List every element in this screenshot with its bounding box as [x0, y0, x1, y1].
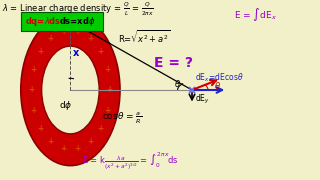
Text: +: + [60, 144, 67, 153]
Text: +: + [37, 47, 44, 56]
Text: $\theta$: $\theta$ [214, 80, 221, 91]
Text: dq=$\lambda$ds: dq=$\lambda$ds [25, 15, 61, 28]
Text: cos$\theta$ = $\frac{a}{R}$: cos$\theta$ = $\frac{a}{R}$ [102, 111, 143, 126]
Text: ds=xd$\phi$: ds=xd$\phi$ [59, 15, 96, 28]
FancyBboxPatch shape [21, 12, 103, 31]
Text: +: + [30, 106, 37, 115]
Text: +: + [74, 144, 80, 153]
Text: +: + [48, 34, 54, 43]
Text: +: + [97, 124, 104, 133]
Text: +: + [37, 124, 44, 133]
Text: dE$_x$=dEcos$\theta$: dE$_x$=dEcos$\theta$ [195, 71, 244, 84]
Ellipse shape [21, 14, 120, 166]
Text: d$\phi$: d$\phi$ [59, 99, 73, 112]
Text: +: + [48, 137, 54, 146]
Text: $\lambda$ = Linear charge density = $\frac{Q}{L}$ = $\frac{Q}{2\pi x}$: $\lambda$ = Linear charge density = $\fr… [2, 1, 153, 18]
Text: +: + [107, 86, 113, 94]
Ellipse shape [64, 14, 76, 28]
Text: +: + [60, 27, 67, 36]
Text: x: x [73, 48, 79, 58]
Ellipse shape [42, 46, 99, 134]
Text: $\theta$: $\theta$ [174, 78, 181, 89]
Text: R=$\sqrt{x^2 + a^2}$: R=$\sqrt{x^2 + a^2}$ [118, 28, 171, 46]
Text: E = ?: E = ? [154, 56, 193, 70]
Text: dE$_y$: dE$_y$ [195, 93, 210, 106]
Text: E = k$\frac{\lambda\, a}{(x^2+a^2)^{3/2}}$ = $\int_0^{2\pi x}$ds: E = k$\frac{\lambda\, a}{(x^2+a^2)^{3/2}… [82, 150, 178, 173]
Text: +: + [87, 34, 93, 43]
Text: +: + [97, 47, 104, 56]
Text: +: + [28, 86, 34, 94]
Text: +: + [87, 137, 93, 146]
Text: +: + [30, 65, 37, 74]
Text: +: + [104, 106, 110, 115]
Text: E = $\int$dE$_x$: E = $\int$dE$_x$ [234, 6, 276, 23]
Text: +: + [104, 65, 110, 74]
Text: +: + [74, 27, 80, 36]
